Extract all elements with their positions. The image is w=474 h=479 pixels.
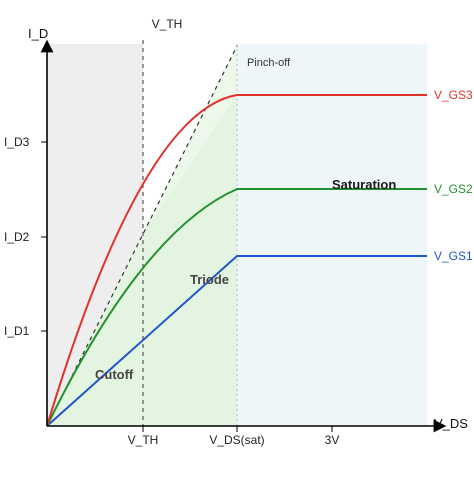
x-tick-label-3v: 3V	[325, 433, 340, 447]
saturation-region	[237, 44, 427, 426]
y-tick-label-id1: I_D1	[4, 324, 30, 338]
triode-label: Triode	[190, 272, 229, 287]
pinch-off-label: Pinch-off	[247, 57, 291, 69]
y-tick-label-id3: I_D3	[4, 135, 30, 149]
curve-vgs2	[46, 188, 427, 427]
curve-vgs1	[46, 255, 427, 427]
y-tick-label-id2: I_D2	[4, 230, 30, 244]
x-tick-label-vds-sat: V_DS(sat)	[209, 433, 264, 447]
curve-label-vgs3: V_GS3	[434, 88, 473, 102]
curve-vgs3	[46, 94, 427, 427]
triode-lighter-band	[143, 44, 237, 233]
vth-top-label: V_TH	[152, 17, 183, 31]
curve-label-vgs1: V_GS1	[434, 249, 473, 263]
x-axis-title: V_DS	[434, 416, 468, 431]
y-axis-title: I_D	[28, 26, 48, 41]
cutoff-label: Cutoff	[95, 367, 134, 382]
saturation-label: Saturation	[332, 177, 396, 192]
x-tick-label-vth: V_TH	[128, 433, 159, 447]
curve-label-vgs2: V_GS2	[434, 182, 473, 196]
